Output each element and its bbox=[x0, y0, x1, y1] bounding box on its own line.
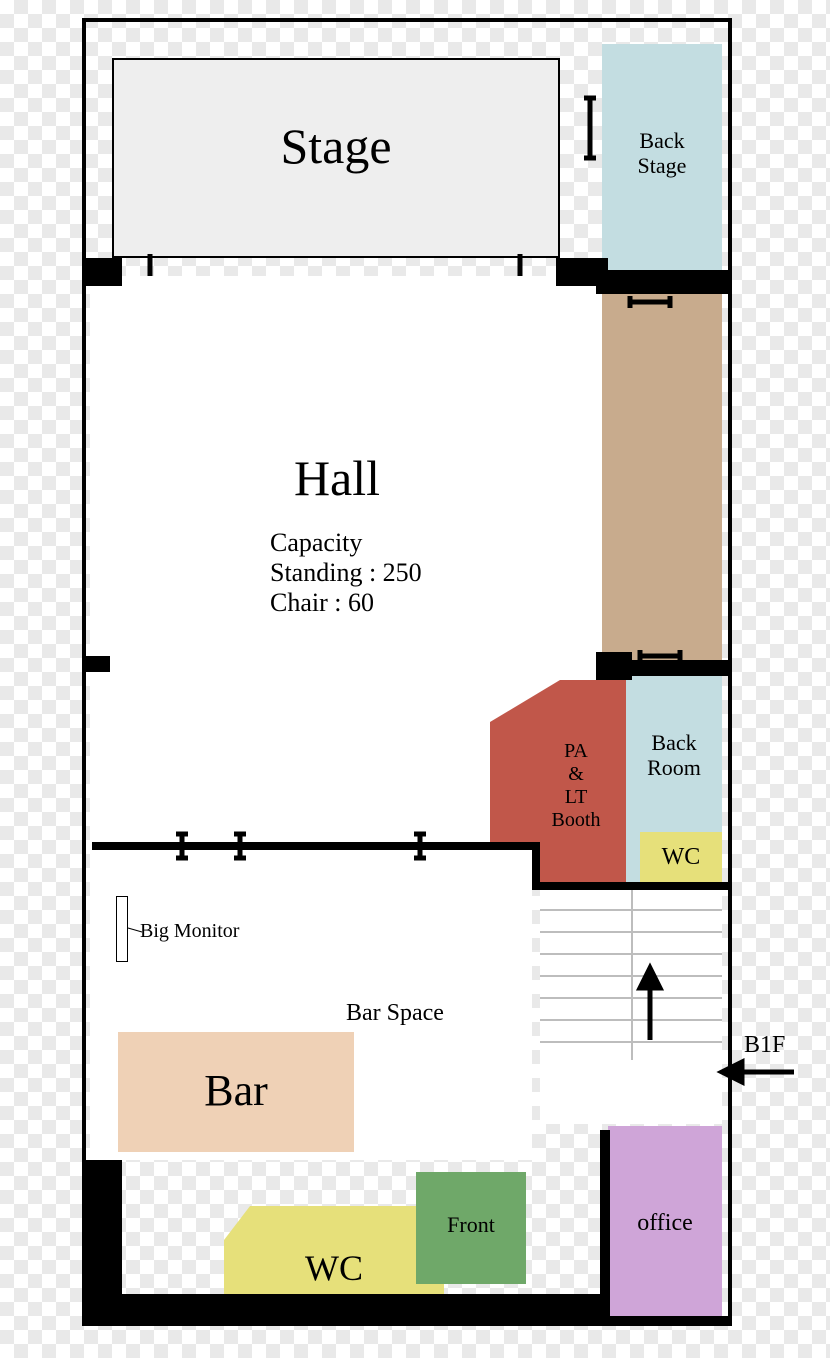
floor-plan: Stage Back Stage Hall Capacity Standing … bbox=[0, 0, 830, 1358]
label-b1f: B1F bbox=[744, 1032, 785, 1060]
arrows bbox=[0, 0, 830, 1358]
